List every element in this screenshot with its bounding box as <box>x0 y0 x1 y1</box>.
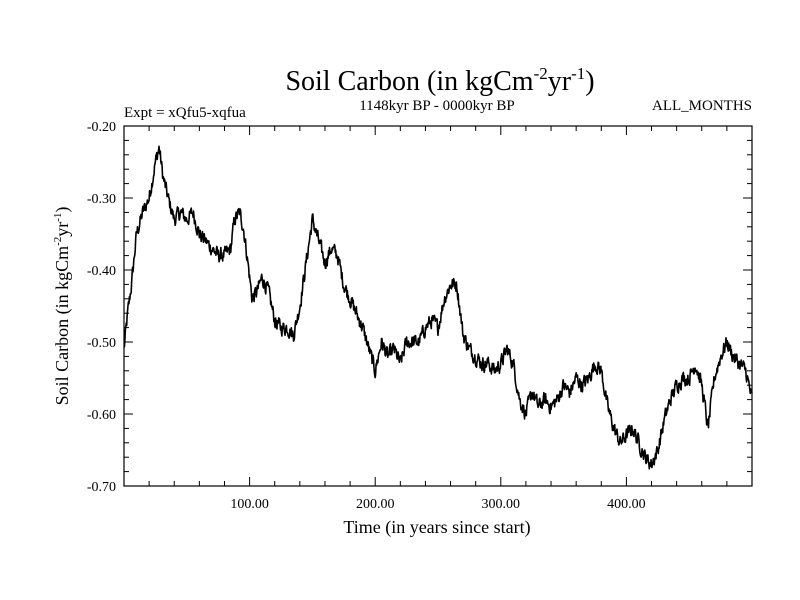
chart-title: Soil Carbon (in kgCm-2yr-1) <box>285 64 594 97</box>
series-group <box>123 145 753 470</box>
y-tick-label: -0.40 <box>87 264 116 279</box>
y-axis-label: Soil Carbon (in kgCm-2yr-1) <box>52 207 73 406</box>
x-tick-label: 200.00 <box>356 497 395 512</box>
axis-tick-labels: 100.00 200.00 300.00 400.00 -0.20 -0.30 -0.40 -… <box>87 120 646 512</box>
y-axis-label-sup2: -1 <box>52 213 64 222</box>
series-line-soil-carbon <box>123 145 753 470</box>
y-axis-label-mid: yr <box>52 222 72 237</box>
chart-title-sup1: -2 <box>534 64 548 83</box>
y-tick-label: -0.70 <box>87 480 116 495</box>
y-axis-label-end: ) <box>52 207 73 213</box>
x-tick-label: 300.00 <box>482 497 521 512</box>
chart-title-end: ) <box>585 66 594 97</box>
y-axis-label-sup1: -2 <box>52 237 64 246</box>
subtitle-right: ALL_MONTHS <box>652 98 752 114</box>
x-tick-label: 100.00 <box>230 497 269 512</box>
plot-frame <box>123 125 753 487</box>
chart-title-main: Soil Carbon (in kgCm <box>285 66 533 97</box>
subtitle-left: Expt = xQfu5-xqfua <box>124 105 246 121</box>
chart-title-sup2: -1 <box>571 64 585 83</box>
chart-title-mid: yr <box>548 66 572 97</box>
x-tick-label: 400.00 <box>607 497 646 512</box>
y-tick-label: -0.60 <box>87 408 116 423</box>
subtitle-center: 1148kyr BP - 0000kyr BP <box>359 98 515 114</box>
y-axis-label-main: Soil Carbon (in kgCm <box>52 246 73 406</box>
y-tick-label: -0.30 <box>87 192 116 207</box>
y-tick-label: -0.50 <box>87 336 116 351</box>
x-axis-label: Time (in years since start) <box>343 517 530 538</box>
axis-ticks <box>124 125 752 487</box>
y-tick-label: -0.20 <box>87 120 116 135</box>
